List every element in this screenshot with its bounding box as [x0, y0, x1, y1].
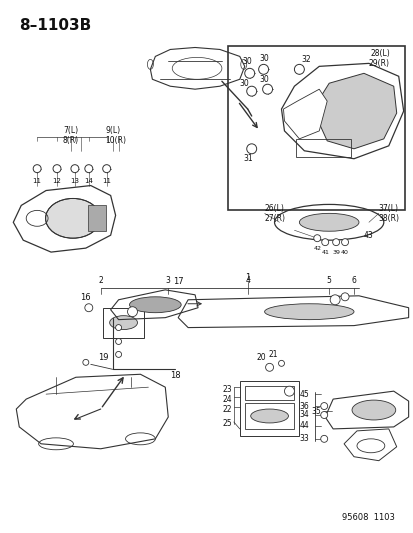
Text: 8–1103B: 8–1103B [19, 18, 91, 33]
Text: 30: 30 [242, 57, 252, 66]
Text: 43: 43 [363, 231, 373, 240]
Circle shape [332, 239, 339, 246]
Text: 31: 31 [242, 154, 252, 163]
Text: 6: 6 [351, 277, 356, 285]
Text: 1: 1 [244, 273, 250, 282]
Text: 2: 2 [98, 277, 103, 285]
Circle shape [102, 165, 110, 173]
Circle shape [244, 68, 254, 78]
Text: 17: 17 [173, 277, 183, 286]
Circle shape [53, 165, 61, 173]
Text: 95608  1103: 95608 1103 [342, 513, 394, 522]
Bar [296, 139, 350, 157]
Circle shape [320, 435, 327, 442]
Text: 35: 35 [311, 407, 320, 416]
Ellipse shape [129, 297, 181, 313]
Circle shape [284, 386, 294, 396]
Text: 27(R): 27(R) [264, 214, 285, 223]
Circle shape [262, 84, 272, 94]
Ellipse shape [351, 400, 395, 420]
Circle shape [71, 165, 78, 173]
Bar [239, 381, 299, 436]
Text: 5: 5 [326, 277, 331, 285]
Bar [102, 308, 144, 337]
Circle shape [115, 325, 121, 330]
Circle shape [265, 364, 273, 372]
Text: 8(R): 8(R) [63, 136, 79, 146]
Text: 26(L): 26(L) [264, 204, 284, 213]
Circle shape [341, 239, 348, 246]
Text: 30: 30 [259, 75, 269, 84]
Text: 16: 16 [80, 293, 91, 302]
Bar [244, 403, 294, 429]
Ellipse shape [45, 198, 100, 238]
Text: 42: 42 [313, 246, 320, 251]
Text: 28(L): 28(L) [369, 49, 389, 58]
Text: 9(L): 9(L) [105, 126, 121, 135]
Circle shape [320, 402, 327, 409]
Circle shape [85, 304, 93, 312]
Circle shape [278, 360, 284, 366]
Text: 39: 39 [331, 249, 339, 255]
Bar [227, 46, 404, 211]
Text: 25: 25 [222, 419, 231, 429]
Text: 34: 34 [299, 410, 309, 419]
Circle shape [258, 64, 268, 74]
Text: 44: 44 [299, 422, 309, 431]
Text: 3: 3 [166, 277, 170, 285]
Text: 11: 11 [102, 177, 111, 183]
Text: 14: 14 [84, 177, 93, 183]
Circle shape [127, 306, 137, 317]
Circle shape [83, 359, 88, 365]
Circle shape [313, 235, 320, 241]
Circle shape [85, 165, 93, 173]
Text: 41: 41 [320, 249, 328, 255]
Text: 38(R): 38(R) [378, 214, 399, 223]
Text: 22: 22 [222, 405, 231, 414]
Text: 24: 24 [222, 394, 231, 403]
Circle shape [340, 293, 348, 301]
Text: 13: 13 [70, 177, 79, 183]
Circle shape [330, 295, 339, 305]
Text: 18: 18 [169, 371, 180, 380]
Polygon shape [283, 89, 326, 139]
Text: 12: 12 [52, 177, 61, 183]
Circle shape [294, 64, 304, 74]
Text: 45: 45 [299, 390, 309, 399]
Bar [244, 386, 294, 400]
Polygon shape [316, 74, 396, 149]
Ellipse shape [299, 213, 358, 231]
Circle shape [246, 86, 256, 96]
Text: 7(L): 7(L) [63, 126, 78, 135]
Text: 19: 19 [98, 353, 109, 362]
Text: 10(R): 10(R) [105, 136, 126, 146]
Bar [88, 205, 105, 231]
Text: 37(L): 37(L) [378, 204, 398, 213]
Text: 32: 32 [301, 55, 311, 64]
Text: 40: 40 [340, 249, 348, 255]
Circle shape [115, 338, 121, 344]
Text: 23: 23 [222, 385, 231, 394]
Text: 30: 30 [239, 79, 249, 88]
Text: 30: 30 [259, 54, 269, 63]
Circle shape [321, 239, 328, 246]
Text: 33: 33 [299, 434, 309, 443]
Text: 21: 21 [268, 350, 278, 359]
Circle shape [320, 411, 327, 418]
Circle shape [115, 351, 121, 358]
Circle shape [246, 144, 256, 154]
Text: 11: 11 [33, 177, 42, 183]
Circle shape [33, 165, 41, 173]
Ellipse shape [264, 304, 353, 320]
Text: 36: 36 [299, 401, 309, 410]
Text: 20: 20 [256, 353, 266, 362]
Text: 29(R): 29(R) [368, 59, 389, 68]
Text: 4: 4 [244, 277, 249, 285]
Ellipse shape [109, 316, 137, 329]
Ellipse shape [250, 409, 288, 423]
